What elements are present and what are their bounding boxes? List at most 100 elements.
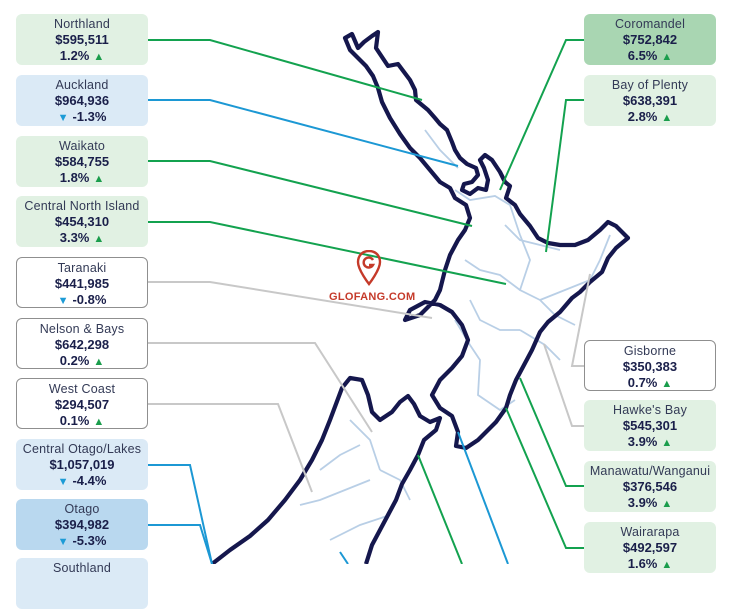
region-card-auckland: Auckland $964,936 ▼ -1.3% — [16, 75, 148, 126]
map-pin-icon — [356, 250, 382, 286]
triangle-up-icon: ▲ — [93, 173, 105, 185]
change-row: 1.8% ▲ — [16, 170, 148, 187]
leader-taranaki — [148, 281, 433, 319]
region-name: Northland — [54, 17, 110, 31]
leader-cotago — [148, 464, 213, 564]
leader-canterbury-stub — [417, 454, 463, 564]
change-row: 1.6% ▲ — [584, 556, 716, 573]
triangle-down-icon: ▼ — [57, 295, 69, 307]
change-row: ▼ -4.4% — [16, 473, 148, 490]
change-row: 6.5% ▲ — [584, 48, 716, 65]
region-card-wairarapa: Wairarapa $492,597 1.6% ▲ — [584, 522, 716, 573]
region-name: Waikato — [58, 139, 106, 153]
change-row: 0.2% ▲ — [17, 353, 147, 370]
percent-change: -1.3% — [72, 109, 107, 124]
region-name: Gisborne — [623, 344, 677, 358]
percent-change: 0.7% — [627, 375, 658, 390]
triangle-up-icon: ▲ — [661, 498, 673, 510]
region-card-manawatu: Manawatu/Wanganui $376,546 3.9% ▲ — [584, 461, 716, 512]
region-name: Central North Island — [24, 199, 140, 213]
region-card-coromandel: Coromandel $752,842 6.5% ▲ — [584, 14, 716, 65]
percent-change: -4.4% — [72, 473, 107, 488]
change-row: 3.3% ▲ — [16, 230, 148, 247]
percent-change: 6.5% — [627, 48, 658, 63]
change-row: 2.8% ▲ — [584, 109, 716, 126]
leader-waikato — [148, 160, 473, 227]
triangle-up-icon: ▲ — [661, 378, 673, 390]
median-price: $584,755 — [54, 154, 110, 169]
region-borders — [299, 129, 611, 541]
change-row: 3.9% ▲ — [584, 434, 716, 451]
region-name: Nelson & Bays — [39, 322, 125, 336]
percent-change: 1.8% — [59, 170, 90, 185]
leader-cni — [148, 221, 507, 285]
triangle-up-icon: ▲ — [93, 51, 105, 63]
leader-manawatu — [519, 377, 584, 487]
change-row: ▼ -0.8% — [17, 292, 147, 309]
median-price: $638,391 — [622, 93, 678, 108]
region-name: Bay of Plenty — [611, 78, 689, 92]
region-name: Southland — [52, 561, 112, 575]
percent-change: 1.2% — [59, 48, 90, 63]
triangle-down-icon: ▼ — [57, 536, 69, 548]
leader-nelson — [148, 342, 373, 433]
north-island-coast — [342, 29, 631, 451]
leader-coromandel — [499, 39, 584, 191]
region-card-hawkes-bay: Hawke's Bay $545,301 3.9% ▲ — [584, 400, 716, 451]
leader-southland-stub — [339, 551, 349, 564]
median-price: $492,597 — [622, 540, 678, 555]
triangle-up-icon: ▲ — [661, 559, 673, 571]
triangle-up-icon: ▲ — [93, 416, 105, 428]
region-card-central-north-island: Central North Island $454,310 3.3% ▲ — [16, 196, 148, 247]
median-price: $454,310 — [54, 214, 110, 229]
region-card-central-otago: Central Otago/Lakes $1,057,019 ▼ -4.4% — [16, 439, 148, 490]
median-price: $376,546 — [622, 479, 678, 494]
change-row: ▼ -5.3% — [16, 533, 148, 550]
region-name: Central Otago/Lakes — [22, 442, 142, 456]
change-row: 3.9% ▲ — [584, 495, 716, 512]
median-price: $545,301 — [622, 418, 678, 433]
percent-change: 2.8% — [627, 109, 658, 124]
leader-otago — [148, 524, 213, 564]
region-card-waikato: Waikato $584,755 1.8% ▲ — [16, 136, 148, 187]
triangle-up-icon: ▲ — [93, 356, 105, 368]
leader-hawkes — [543, 343, 584, 427]
percent-change: 3.9% — [627, 495, 658, 510]
median-price: $642,298 — [54, 337, 110, 352]
median-price: $441,985 — [54, 276, 110, 291]
region-name: Manawatu/Wanganui — [589, 464, 711, 478]
leader-wellington-stub — [457, 431, 509, 564]
region-name: Hawke's Bay — [612, 403, 688, 417]
median-price: $1,057,019 — [49, 457, 115, 472]
region-name: Coromandel — [614, 17, 686, 31]
leader-northland — [148, 39, 423, 101]
triangle-up-icon: ▲ — [661, 112, 673, 124]
median-price: $294,507 — [54, 397, 110, 412]
percent-change: 0.1% — [59, 413, 90, 428]
leader-gisborne — [570, 273, 591, 367]
leader-wairarapa — [505, 407, 584, 549]
percent-change: 3.9% — [627, 434, 658, 449]
median-price: $394,982 — [54, 517, 110, 532]
region-name: Auckland — [55, 78, 109, 92]
region-name: Otago — [64, 502, 100, 516]
region-card-southland: Southland — [16, 558, 148, 609]
triangle-up-icon: ▲ — [661, 437, 673, 449]
triangle-down-icon: ▼ — [57, 476, 69, 488]
percent-change: 0.2% — [59, 353, 90, 368]
triangle-down-icon: ▼ — [57, 112, 69, 124]
region-card-gisborne: Gisborne $350,383 0.7% ▲ — [584, 340, 716, 391]
watermark-text: GLOFANG.COM — [329, 291, 416, 303]
leader-auckland — [148, 99, 459, 167]
change-row: ▼ -1.3% — [16, 109, 148, 126]
region-card-taranaki: Taranaki $441,985 ▼ -0.8% — [16, 257, 148, 308]
region-name: Taranaki — [57, 261, 107, 275]
region-card-nelson-bays: Nelson & Bays $642,298 0.2% ▲ — [16, 318, 148, 369]
triangle-up-icon: ▲ — [661, 51, 673, 63]
percent-change: -5.3% — [72, 533, 107, 548]
nz-map — [148, 29, 631, 564]
region-card-otago: Otago $394,982 ▼ -5.3% — [16, 499, 148, 550]
median-price: $350,383 — [622, 359, 678, 374]
change-row: 0.1% ▲ — [17, 413, 147, 430]
median-price: $752,842 — [622, 32, 678, 47]
